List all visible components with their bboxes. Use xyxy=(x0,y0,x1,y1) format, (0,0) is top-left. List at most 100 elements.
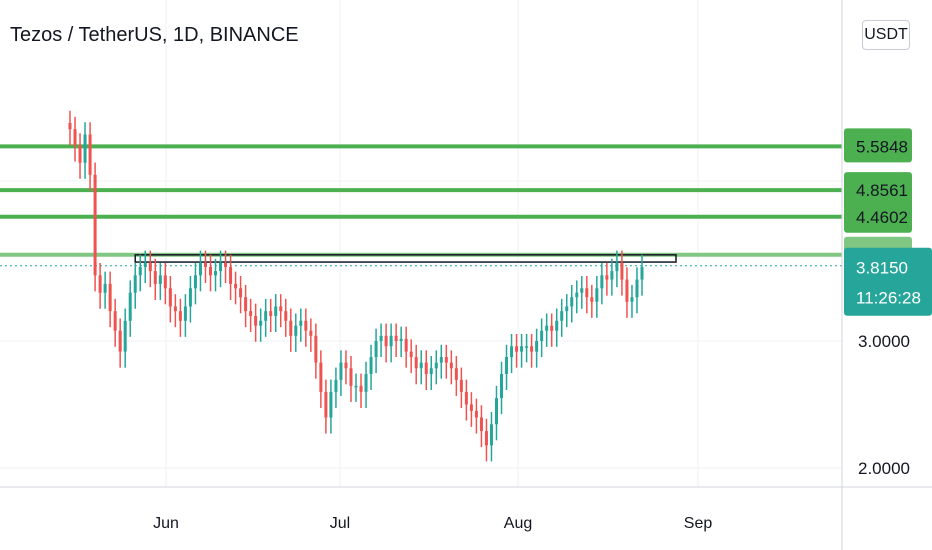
candle-body xyxy=(525,346,529,348)
candle-body xyxy=(610,271,614,280)
candle-body xyxy=(249,311,253,316)
candle-body xyxy=(188,288,192,307)
candle-body xyxy=(173,306,177,312)
candle-body xyxy=(404,338,408,352)
candle-body xyxy=(640,266,644,280)
candle-body xyxy=(324,391,328,418)
candle-body xyxy=(605,275,609,280)
candle-body xyxy=(103,283,107,293)
candle-body xyxy=(494,398,498,425)
candle-body xyxy=(489,424,493,446)
candle-body xyxy=(349,368,353,386)
level-label-bg xyxy=(844,198,912,233)
candle-body xyxy=(229,266,233,284)
candle-body xyxy=(344,362,348,369)
candle-body xyxy=(279,306,283,312)
candle-body xyxy=(399,338,403,341)
candle-body xyxy=(224,262,228,267)
level-label-bg xyxy=(844,128,912,163)
candle-body xyxy=(464,391,468,405)
candle-body xyxy=(123,320,127,352)
candle-body xyxy=(630,297,634,302)
currency-unit-button[interactable]: USDT xyxy=(862,20,910,50)
level-label-bg xyxy=(844,172,912,207)
candle-body xyxy=(163,275,167,289)
candle-body xyxy=(374,340,378,358)
candle-body xyxy=(530,346,534,352)
candle-body xyxy=(108,283,112,312)
candle-body xyxy=(304,320,308,331)
x-tick-label: Aug xyxy=(504,515,532,532)
candle-body xyxy=(359,385,363,392)
candle-body xyxy=(269,311,273,316)
candle-body xyxy=(259,320,263,326)
last-price-value: 3.8150 xyxy=(856,259,908,278)
candle-body xyxy=(148,262,152,272)
level-label: 4.4602 xyxy=(856,208,908,227)
candle-body xyxy=(98,275,102,293)
last-price-label-bg xyxy=(844,247,932,316)
candle-body xyxy=(339,362,343,380)
candle-body xyxy=(143,262,147,267)
candle-body xyxy=(459,379,463,392)
resistance-box xyxy=(134,254,677,263)
candle-body xyxy=(384,335,388,347)
candle-body xyxy=(203,262,207,267)
grid-lines xyxy=(0,0,842,487)
candle-body xyxy=(500,374,504,399)
candle-body xyxy=(469,404,473,411)
candle-body xyxy=(68,122,72,130)
candle-body xyxy=(510,346,514,358)
candle-body xyxy=(434,362,438,369)
candle-body xyxy=(168,288,172,307)
candle-body xyxy=(414,357,418,369)
candle-body xyxy=(389,335,393,347)
candle-body xyxy=(635,279,639,298)
candle-body xyxy=(545,325,549,331)
candle-body xyxy=(535,340,539,352)
candle-body xyxy=(138,266,142,276)
candle-body xyxy=(540,330,544,341)
candle-body xyxy=(590,297,594,302)
candle-body xyxy=(264,311,268,321)
candle-body xyxy=(299,320,303,326)
candle-body xyxy=(429,368,433,375)
candle-body xyxy=(219,262,223,272)
y-tick-label: 2.0000 xyxy=(858,459,910,478)
level-label: 5.5848 xyxy=(856,137,908,156)
candle-body xyxy=(334,379,338,392)
x-tick-label: Sep xyxy=(684,515,713,532)
candle-body xyxy=(93,174,97,276)
candle-body xyxy=(193,275,197,289)
candle-body xyxy=(515,346,519,352)
price-labels: 5.00003.00002.00005.58484.85614.46023.95… xyxy=(844,128,932,478)
candle-body xyxy=(479,417,483,432)
candlesticks xyxy=(68,110,644,462)
candle-body xyxy=(73,129,77,146)
candle-body xyxy=(284,311,288,321)
candle-body xyxy=(474,410,478,418)
candle-body xyxy=(113,311,117,331)
candle-body xyxy=(369,357,373,375)
y-tick-label: 3.0000 xyxy=(858,332,910,351)
candle-body xyxy=(409,351,413,358)
candle-body xyxy=(198,262,202,276)
candle-body xyxy=(394,335,398,341)
candle-body xyxy=(419,362,423,369)
candle-body xyxy=(570,297,574,307)
candle-body xyxy=(505,357,509,375)
candle-body xyxy=(208,266,212,276)
horizontal-levels xyxy=(0,144,842,267)
candle-body xyxy=(244,297,248,312)
level-label: 4.8561 xyxy=(856,181,908,200)
candle-body xyxy=(580,288,584,293)
candle-body xyxy=(289,320,293,336)
candle-body xyxy=(88,134,92,175)
candle-body xyxy=(234,283,238,289)
candle-body xyxy=(575,292,579,298)
candle-body xyxy=(550,325,554,331)
candle-body xyxy=(364,374,368,392)
candle-body xyxy=(555,320,559,331)
